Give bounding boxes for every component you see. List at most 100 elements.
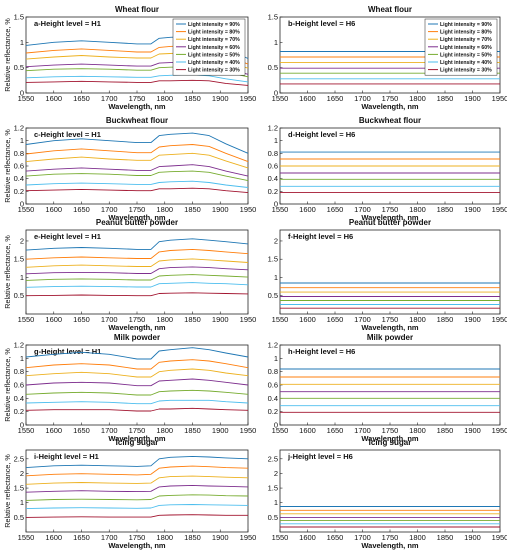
chart-title: Milk powder: [114, 333, 160, 342]
x-tick-label: 1950: [492, 315, 507, 324]
y-tick-label: 1: [20, 498, 24, 507]
y-tick-label: 0.8: [14, 367, 24, 376]
series-line: [25, 389, 249, 396]
x-tick-label: 1950: [492, 205, 507, 214]
series-line: [25, 132, 249, 154]
x-tick-label: 1850: [437, 426, 454, 435]
legend-entry-label: Light intensity = 40%: [440, 60, 492, 66]
chart-title: Wheat flour: [115, 5, 159, 14]
y-tick-label: 2.5: [14, 454, 24, 463]
x-tick-label: 1600: [299, 533, 316, 542]
panel-label: i-Height level = H1: [34, 452, 99, 461]
panel-label: h-Height level = H6: [288, 347, 355, 356]
y-tick-label: 1.2: [14, 341, 24, 350]
x-tick-label: 1850: [184, 94, 201, 103]
x-tick-label: 1800: [409, 205, 426, 214]
y-tick-label: 0.2: [268, 407, 278, 416]
x-tick-label: 1700: [101, 315, 118, 324]
y-tick-label: 1: [274, 38, 278, 47]
plot-area-frame: [25, 229, 249, 315]
y-tick-label: 1.5: [268, 484, 278, 493]
legend: Light intensity = 90% Light intensity = 8…: [424, 18, 498, 76]
series-line: [25, 292, 249, 297]
chart-title: Wheat flour: [368, 5, 412, 14]
legend-entry-label: Light intensity = 80%: [188, 30, 240, 36]
series-line: [25, 152, 249, 169]
x-tick-label: 1800: [156, 533, 173, 542]
x-tick-label: 1650: [327, 426, 344, 435]
x-tick-label: 1950: [240, 426, 257, 435]
y-tick-label: 0.6: [268, 381, 278, 390]
panel-label: b-Height level = H6: [288, 19, 355, 28]
panel-label: j-Height level = H6: [287, 452, 353, 461]
series-line: [25, 248, 249, 260]
y-tick-label: 0: [274, 200, 278, 209]
series-line: [25, 170, 249, 182]
x-tick-label: 1950: [240, 533, 257, 542]
plot-area-frame: [279, 229, 501, 315]
chart-title: Peanut butter powder: [349, 218, 431, 227]
x-tick-label: 1700: [101, 94, 118, 103]
chart-panel-8: 1550 1600 1650 1700 1750 1800 1850 1900 1950 0 0.2…: [268, 333, 507, 443]
x-tick-label: 1850: [437, 315, 454, 324]
y-axis-label: Relative reflectance, %: [3, 129, 12, 203]
x-tick-label: 1600: [299, 315, 316, 324]
legend-entry-label: Light intensity = 90%: [188, 22, 240, 28]
y-tick-label: 1.2: [268, 341, 278, 350]
x-tick-label: 1600: [45, 94, 62, 103]
series-line: [25, 74, 249, 83]
y-tick-label: 1.5: [268, 13, 278, 22]
series-line: [25, 514, 248, 518]
y-tick-label: 2: [274, 469, 278, 478]
y-tick-label: 0.2: [268, 187, 278, 196]
legend-entry-label: Light intensity = 30%: [188, 68, 240, 74]
x-tick-label: 1650: [327, 94, 344, 103]
x-tick-label: 1550: [272, 533, 289, 542]
legend-entry-label: Light intensity = 50%: [188, 52, 240, 58]
series-line: [25, 144, 249, 163]
x-tick-label: 1750: [382, 315, 399, 324]
series-line: [25, 399, 249, 405]
series-line: [25, 274, 249, 281]
x-tick-label: 1550: [272, 426, 289, 435]
series-line: [25, 187, 249, 194]
plot-area-frame: [25, 344, 249, 426]
x-tick-label: 1900: [464, 205, 481, 214]
y-tick-label: 0.5: [14, 513, 24, 522]
x-tick-label: 1550: [272, 205, 289, 214]
chart-title: Milk powder: [367, 333, 413, 342]
y-tick-label: 0.5: [14, 63, 24, 72]
series-line: [25, 258, 249, 268]
y-axis-label: Relative reflectance, %: [3, 235, 12, 309]
y-tick-label: 0: [274, 421, 278, 430]
plot-area-frame: [279, 344, 501, 426]
x-tick-label: 1800: [156, 315, 173, 324]
x-axis-label: Wavelength, nm: [361, 541, 419, 550]
x-tick-label: 1700: [101, 426, 118, 435]
x-tick-label: 1950: [240, 315, 257, 324]
panel-label: a-Height level = H1: [34, 19, 101, 28]
chart-title: Icing sugar: [369, 438, 412, 447]
chart-panel-7: 1550 1600 1650 1700 1750 1800 1850 1900 1950 0 0.2…: [3, 333, 256, 443]
x-tick-label: 1900: [464, 315, 481, 324]
series-line: [25, 407, 249, 412]
y-axis-label: Relative reflectance, %: [3, 454, 12, 528]
panel-label: c-Height level = H1: [34, 130, 101, 139]
x-tick-label: 1700: [354, 205, 371, 214]
x-axis-label: Wavelength, nm: [361, 213, 419, 222]
y-tick-label: 1.2: [268, 124, 278, 133]
x-tick-label: 1750: [129, 426, 146, 435]
y-tick-label: 0: [20, 421, 24, 430]
x-tick-label: 1900: [212, 315, 229, 324]
panel-label: e-Height level = H1: [34, 232, 101, 241]
x-tick-label: 1550: [18, 426, 35, 435]
legend-entry-label: Light intensity = 40%: [188, 60, 240, 66]
y-tick-label: 0.6: [14, 162, 24, 171]
legend-entry-label: Light intensity = 60%: [440, 45, 492, 51]
y-tick-label: 2: [274, 236, 278, 245]
x-tick-label: 1650: [73, 315, 90, 324]
y-tick-label: 0: [20, 89, 24, 98]
chart-panel-10: 1550 1600 1650 1700 1750 1800 1850 1900 1950 0.5 1…: [268, 438, 507, 550]
y-tick-label: 0.8: [268, 367, 278, 376]
x-tick-label: 1850: [437, 94, 454, 103]
